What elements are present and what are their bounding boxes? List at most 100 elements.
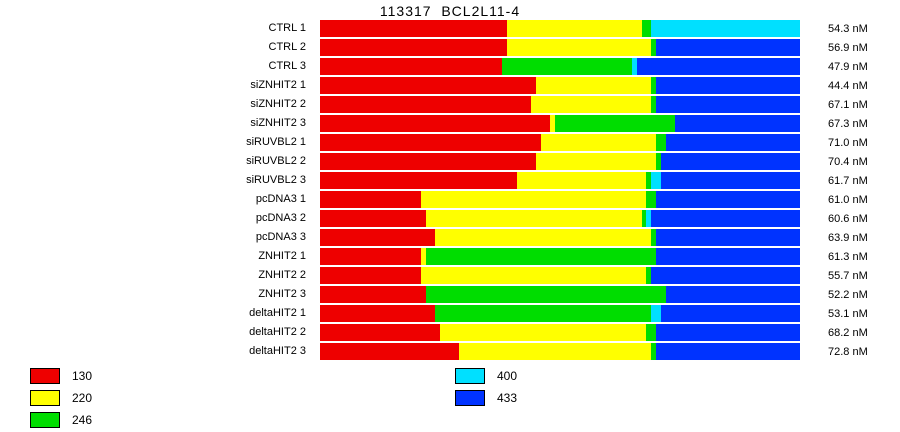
legend-label: 400 [497,369,518,383]
bar-segment-433 [651,210,800,227]
row-label: ZNHIT2 1 [258,250,306,262]
bar-segment-246 [641,210,647,227]
bar-segment-130 [320,324,440,341]
bar-segment-130 [320,305,436,322]
chart-row: siZNHIT2 1 44.4 nM [0,76,868,95]
bar-segment-130 [320,172,517,189]
stacked-bar [320,172,800,189]
row-value: 67.3 nM [828,117,868,130]
bar-segment-220 [420,191,647,208]
bar-segment-130 [320,77,536,94]
bar-segment-130 [320,115,551,132]
chart-row: ZNHIT2 2 55.7 nM [0,266,868,285]
row-value: 54.3 nM [828,22,868,35]
legend-label: 246 [72,413,93,427]
chart-row: deltaHIT2 3 72.8 nM [0,342,868,361]
legend-label: 433 [497,391,518,405]
row-label: ZNHIT2 3 [258,288,306,300]
stacked-bar [320,153,800,170]
bar-segment-130 [320,20,508,37]
chart-row: CTRL 3 47.9 nM [0,57,868,76]
row-value: 61.7 nM [828,174,868,187]
chart-row: siZNHIT2 2 67.1 nM [0,95,868,114]
chart-row: siRUVBL2 2 70.4 nM [0,152,868,171]
bar-segment-433 [655,229,800,246]
row-value: 56.9 nM [828,41,868,54]
row-label: siRUVBL2 3 [246,174,306,186]
bar-segment-220 [531,96,652,113]
bar-segment-246 [655,134,666,151]
bar-segment-220 [536,153,656,170]
bar-segment-433 [675,115,800,132]
bar-segment-433 [665,286,800,303]
row-label: siRUVBL2 1 [246,136,306,148]
bar-segment-246 [435,305,652,322]
chart-row: CTRL 2 56.9 nM [0,38,868,57]
bar-segment-433 [660,172,800,189]
row-value: 55.7 nM [828,269,868,282]
bar-segment-130 [320,39,508,56]
bar-segment-246 [641,20,652,37]
chart-row: pcDNA3 1 61.0 nM [0,190,868,209]
row-label: pcDNA3 2 [255,212,306,224]
bar-segment-220 [420,248,426,265]
legend-item-246: 246 [30,409,92,431]
chart-row: deltaHIT2 1 53.1 nM [0,304,868,323]
bar-segment-246 [651,96,656,113]
bar-segment-130 [320,58,503,75]
bar-segment-400 [651,20,800,37]
chart-row: pcDNA3 3 63.9 nM [0,228,868,247]
bar-segment-433 [655,96,800,113]
bar-segment-246 [651,343,656,360]
bar-segment-220 [550,115,556,132]
bar-segment-130 [320,343,460,360]
row-label: deltaHIT2 3 [249,345,306,357]
row-value: 61.3 nM [828,250,868,263]
bar-segment-130 [320,134,541,151]
row-label: CTRL 2 [268,41,307,53]
bar-segment-220 [516,172,647,189]
legend-item-130: 130 [30,365,92,387]
row-label: CTRL 3 [268,60,307,72]
legend-swatch-400 [455,368,485,384]
chart-row: CTRL 1 54.3 nM [0,19,868,38]
stacked-bar [320,58,800,75]
legend-swatch-130 [30,368,60,384]
stacked-bar [320,229,800,246]
legend-column-sizes-right: 400 433 [455,365,517,409]
bar-segment-433 [651,267,800,284]
bar-segment-433 [660,305,800,322]
bar-segment-433 [655,248,800,265]
chart-row: siRUVBL2 1 71.0 nM [0,133,868,152]
bar-segment-246 [646,324,656,341]
legend: 130 220 246 400 433 [0,365,900,432]
bar-segment-220 [507,39,652,56]
stacked-bar [320,96,800,113]
chart-row: siZNHIT2 3 67.3 nM [0,114,868,133]
stacked-bar [320,77,800,94]
row-value: 70.4 nM [828,155,868,168]
stacked-bar [320,324,800,341]
bar-segment-130 [320,191,421,208]
bar-segment-130 [320,96,532,113]
stacked-bar [320,191,800,208]
bar-segment-433 [655,324,800,341]
row-value: 52.2 nM [828,288,868,301]
row-value: 47.9 nM [828,60,868,73]
bar-segment-433 [655,343,800,360]
bar-segment-246 [646,172,652,189]
bar-segment-246 [555,115,676,132]
bar-segment-246 [646,267,652,284]
bar-segment-433 [636,58,800,75]
bar-segment-220 [459,343,652,360]
row-value: 68.2 nM [828,326,868,339]
stacked-bar [320,115,800,132]
row-value: 72.8 nM [828,345,868,358]
chart-row: ZNHIT2 3 52.2 nM [0,285,868,304]
bar-segment-400 [651,172,661,189]
stacked-bar [320,286,800,303]
bar-segment-220 [425,210,642,227]
legend-label: 130 [72,369,93,383]
bar-chart-rows: CTRL 1 54.3 nM CTRL 2 56.9 nM CTRL 3 47.9 nM s… [0,19,868,361]
